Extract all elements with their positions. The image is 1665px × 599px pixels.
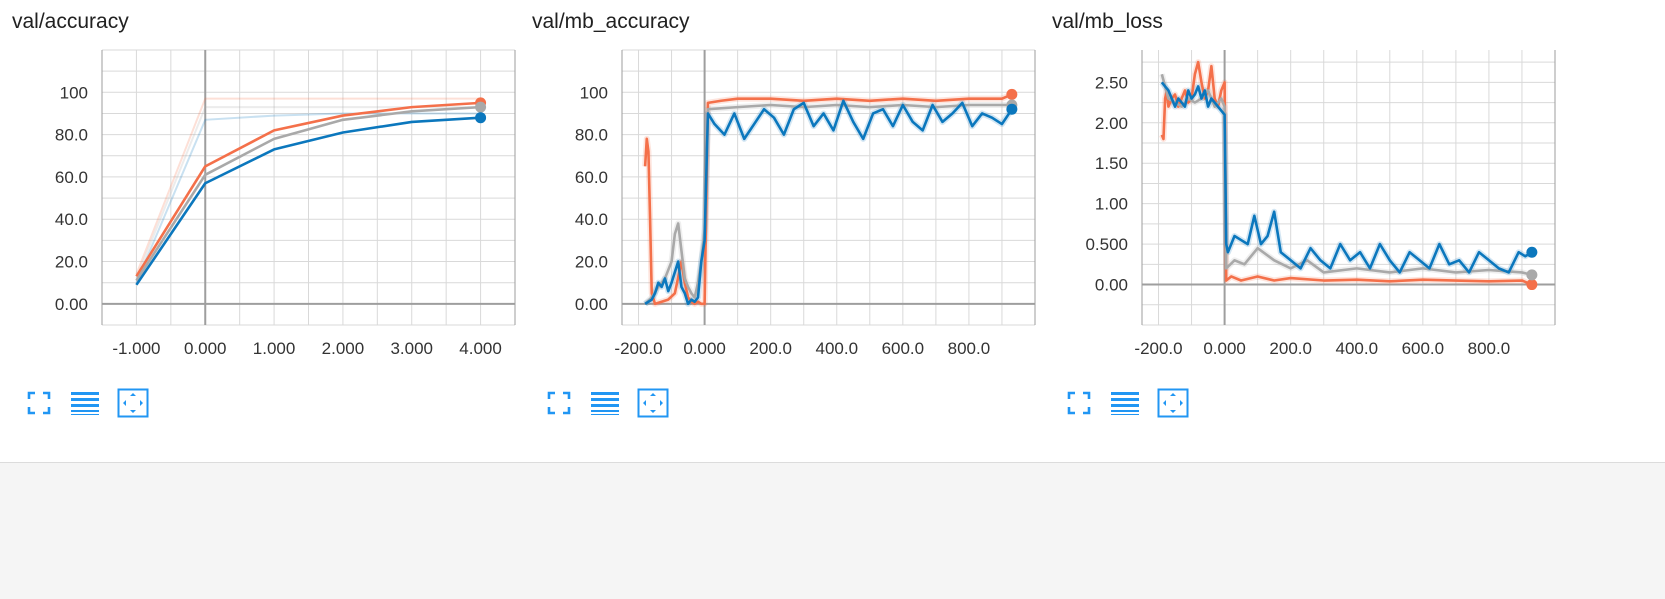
toggle-log-list-button[interactable] xyxy=(68,386,102,420)
series-line-orange xyxy=(1160,60,1533,286)
y-tick-label: 2.50 xyxy=(1095,73,1128,92)
chart-val-mb-accuracy[interactable]: -200.0 0.000 200.0 400.0 600.0 800.0 0.00 20.0 4… xyxy=(520,0,1072,380)
x-tick-label: 400.0 xyxy=(815,339,858,358)
y-tick-label: 60.0 xyxy=(575,168,608,187)
x-tick-label: 600.0 xyxy=(882,339,925,358)
fit-domain-icon xyxy=(637,388,669,418)
chart-val-accuracy[interactable]: -1.000 0.000 1.000 2.000 3.000 4.000 0.00 20.0 4… xyxy=(0,0,552,380)
y-tick-label: 80.0 xyxy=(575,126,608,145)
y-tick-label: 100 xyxy=(60,83,88,102)
x-tick-label: 0.000 xyxy=(683,339,726,358)
y-tick-label: 1.00 xyxy=(1095,195,1128,214)
scalar-cards-panel: val/accuracy -1.000 0.000 1.000 2.000 3.000 4… xyxy=(0,0,1665,463)
chart-title: val/accuracy xyxy=(12,10,129,33)
chart-card-val-mb-loss: val/mb_loss -200.0 0.000 200.0 400.0 600.0 80… xyxy=(1040,0,1592,462)
x-tick-label: 200.0 xyxy=(749,339,792,358)
series-line-orange xyxy=(643,93,1013,306)
y-tick-label: 0.00 xyxy=(55,295,88,314)
y-tick-label: 1.50 xyxy=(1095,154,1128,173)
chart-card-val-accuracy: val/accuracy -1.000 0.000 1.000 2.000 3.000 4… xyxy=(0,0,552,462)
series-end-point-blue xyxy=(1006,103,1018,115)
fit-domain-button[interactable] xyxy=(636,386,670,420)
x-tick-label: 2.000 xyxy=(322,339,365,358)
fit-domain-button[interactable] xyxy=(116,386,150,420)
fit-domain-icon xyxy=(117,388,149,418)
fullscreen-button[interactable] xyxy=(22,386,56,420)
x-tick-label: 200.0 xyxy=(1269,339,1312,358)
series-line-gray xyxy=(135,105,481,282)
list-icon xyxy=(591,392,619,415)
raw-series-line-blue xyxy=(135,112,481,284)
series-end-point-blue xyxy=(475,112,487,124)
raw-series-line-orange xyxy=(135,97,481,275)
x-tick-label: 3.000 xyxy=(390,339,433,358)
chart-val-mb-loss[interactable]: -200.0 0.000 200.0 400.0 600.0 800.0 0.00 0.500… xyxy=(1040,0,1592,380)
fit-domain-button[interactable] xyxy=(1156,386,1190,420)
y-tick-label: 80.0 xyxy=(55,126,88,145)
y-tick-label: 0.500 xyxy=(1085,235,1128,254)
y-tick-label: 0.00 xyxy=(575,295,608,314)
y-tick-label: 20.0 xyxy=(575,253,608,272)
x-tick-label: 800.0 xyxy=(948,339,991,358)
x-tick-label: 0.000 xyxy=(184,339,227,358)
chart-card-val-mb-accuracy: val/mb_accuracy -200.0 0.000 200.0 400.0 600… xyxy=(520,0,1072,462)
series-line-blue xyxy=(1160,81,1533,274)
list-icon xyxy=(1111,392,1139,415)
fit-domain-icon xyxy=(1157,388,1189,418)
x-tick-label: -200.0 xyxy=(614,339,662,358)
y-tick-label: 60.0 xyxy=(55,168,88,187)
y-tick-label: 20.0 xyxy=(55,253,88,272)
x-tick-label: 0.000 xyxy=(1203,339,1246,358)
fullscreen-icon xyxy=(1067,391,1091,415)
chart-title: val/mb_loss xyxy=(1052,10,1163,33)
fullscreen-button[interactable] xyxy=(542,386,576,420)
x-tick-label: 800.0 xyxy=(1468,339,1511,358)
chart-title: val/mb_accuracy xyxy=(532,10,690,33)
series-end-point-blue xyxy=(1526,246,1538,258)
x-tick-label: 400.0 xyxy=(1335,339,1378,358)
series-end-point-orange xyxy=(1006,88,1018,100)
series-end-point-orange xyxy=(1526,279,1538,291)
series-end-point-gray xyxy=(1526,269,1538,281)
fullscreen-icon xyxy=(547,391,571,415)
x-tick-label: -1.000 xyxy=(112,339,160,358)
y-tick-label: 40.0 xyxy=(575,210,608,229)
y-tick-label: 2.00 xyxy=(1095,114,1128,133)
series-line-gray xyxy=(1160,73,1533,277)
list-icon xyxy=(71,392,99,415)
toggle-log-list-button[interactable] xyxy=(588,386,622,420)
fullscreen-button[interactable] xyxy=(1062,386,1096,420)
x-tick-label: -200.0 xyxy=(1134,339,1182,358)
series-line-blue xyxy=(644,99,1013,306)
series-end-point-gray xyxy=(475,101,487,113)
x-tick-label: 4.000 xyxy=(459,339,502,358)
y-tick-label: 40.0 xyxy=(55,210,88,229)
fullscreen-icon xyxy=(27,391,51,415)
y-tick-label: 0.00 xyxy=(1095,276,1128,295)
series-line-blue xyxy=(135,116,481,286)
x-tick-label: 600.0 xyxy=(1402,339,1445,358)
series-line-orange xyxy=(135,101,481,278)
toggle-log-list-button[interactable] xyxy=(1108,386,1142,420)
x-tick-label: 1.000 xyxy=(253,339,296,358)
y-tick-label: 100 xyxy=(580,83,608,102)
